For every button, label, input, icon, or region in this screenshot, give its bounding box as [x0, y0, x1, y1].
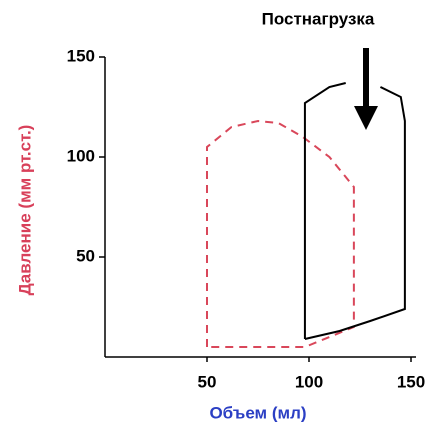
x-tick-label: 150 [397, 372, 425, 391]
y-tick-label: 50 [76, 246, 95, 265]
y-tick-label: 100 [67, 146, 95, 165]
y-tick-label: 150 [67, 46, 95, 65]
loop-line [303, 82, 406, 340]
loop-line [206, 119, 355, 348]
x-tick-label: 100 [295, 372, 323, 391]
annotation: Постнагрузка [262, 9, 375, 28]
y-axis-label: Давление (мм рт.ст.) [15, 125, 34, 296]
x-axis-label: Объем (мл) [209, 403, 306, 422]
arrow-head [354, 106, 378, 130]
x-tick-label: 50 [198, 372, 217, 391]
